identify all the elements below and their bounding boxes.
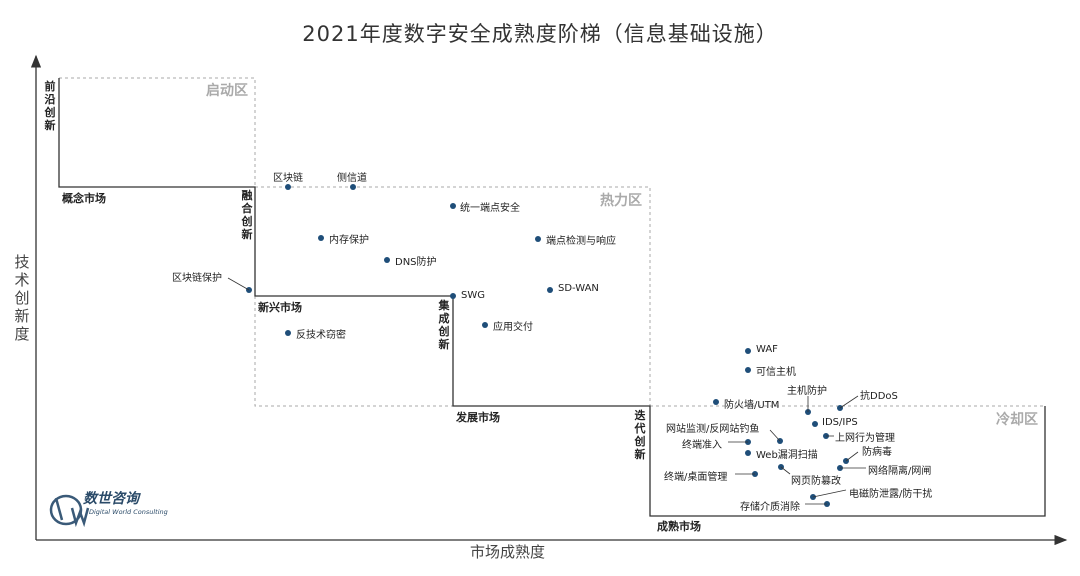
item-terminal-desktop: 终端/桌面管理 [664, 472, 728, 483]
item-emi-leakage: 电磁防泄露/防干扰 [849, 489, 933, 500]
item-anti-stealing: 反技术窃密 [296, 330, 346, 341]
item-dns-protection: DNS防护 [395, 257, 437, 268]
emerging-market-label: 新兴市场 [258, 301, 302, 314]
item-host-protection: 主机防护 [787, 386, 827, 397]
item-waf: WAF [756, 344, 778, 355]
dot-blockchain [285, 184, 291, 190]
hot-zone-label: 热力区 [600, 193, 642, 209]
item-app-delivery: 应用交付 [493, 322, 533, 333]
item-network-isolation: 网络隔离/网闸 [868, 466, 932, 477]
logo-mark [49, 494, 90, 528]
maturity-staircase [58, 78, 1046, 517]
item-web-vuln-scan: Web漏洞扫描 [756, 450, 818, 461]
logo-text-en: Digital World Consulting [89, 508, 168, 516]
x-axis-label: 市场成熟度 [470, 543, 546, 561]
frontier-innovation-label: 前沿创新 [44, 80, 56, 132]
iterative-innovation-label: 迭代创新 [634, 409, 646, 461]
dot-anti-stealing [285, 330, 291, 336]
item-side-channel: 侧信道 [337, 173, 367, 184]
item-trusted-host: 可信主机 [756, 367, 796, 378]
concept-market-label: 概念市场 [62, 192, 106, 205]
dot-ids-ips [812, 421, 818, 427]
leader-emi-leakage [812, 489, 847, 498]
item-unified-endpoint: 统一端点安全 [460, 203, 520, 214]
item-blockchain: 区块链 [273, 173, 303, 184]
mature-market-label: 成熟市场 [657, 520, 701, 533]
leader-web-tamper [780, 466, 791, 475]
dot-unified-endpoint [450, 203, 456, 209]
y-axis-label: 技术创新度 [14, 253, 30, 343]
dot-dns-protection [384, 257, 390, 263]
startup-zone-label: 启动区 [206, 83, 248, 99]
dot-swg [450, 293, 456, 299]
integration-innovation-label: 集成创新 [438, 299, 450, 351]
dot-edr [535, 236, 541, 242]
item-sdwan: SD-WAN [558, 283, 599, 294]
logo-text-cn: 数世咨询 [83, 491, 139, 507]
leader-anti-ddos [839, 395, 859, 409]
cooling-zone-label: 冷却区 [996, 412, 1038, 428]
dot-waf [745, 348, 751, 354]
item-terminal-access: 终端准入 [682, 440, 722, 451]
dot-firewall-utm [713, 399, 719, 405]
item-blockchain-protection: 区块链保护 [172, 273, 222, 284]
leader-antivirus [845, 451, 859, 462]
dot-side-channel [350, 184, 356, 190]
item-anti-ddos: 抗DDoS [860, 391, 898, 402]
item-swg: SWG [461, 290, 485, 301]
diagram-title: 2021年度数字安全成熟度阶梯（信息基础设施） [302, 22, 778, 46]
item-ids-ips: IDS/IPS [822, 417, 858, 428]
developing-market-label: 发展市场 [456, 411, 500, 424]
logo: 数世咨询 Digital World Consulting [49, 486, 219, 528]
dot-trusted-host [745, 367, 751, 373]
leader-blockchain-protection [227, 277, 250, 291]
fusion-innovation-label: 融合创新 [241, 189, 253, 241]
dot-app-delivery [482, 322, 488, 328]
item-web-tamper: 网页防篡改 [791, 476, 841, 487]
item-antivirus: 防病毒 [862, 447, 892, 458]
item-memory-protection: 内存保护 [329, 235, 369, 246]
dot-memory-protection [318, 235, 324, 241]
item-edr: 端点检测与响应 [546, 236, 616, 247]
item-web-monitoring: 网站监测/反网站钓鱼 [666, 424, 760, 435]
item-storage-erase: 存储介质消除 [740, 502, 800, 513]
item-firewall-utm: 防火墙/UTM [724, 400, 780, 411]
dot-web-vuln-scan [745, 450, 751, 456]
dot-sdwan [547, 287, 553, 293]
item-online-behavior: 上网行为管理 [835, 433, 895, 444]
leader-web-monitoring [769, 429, 781, 442]
